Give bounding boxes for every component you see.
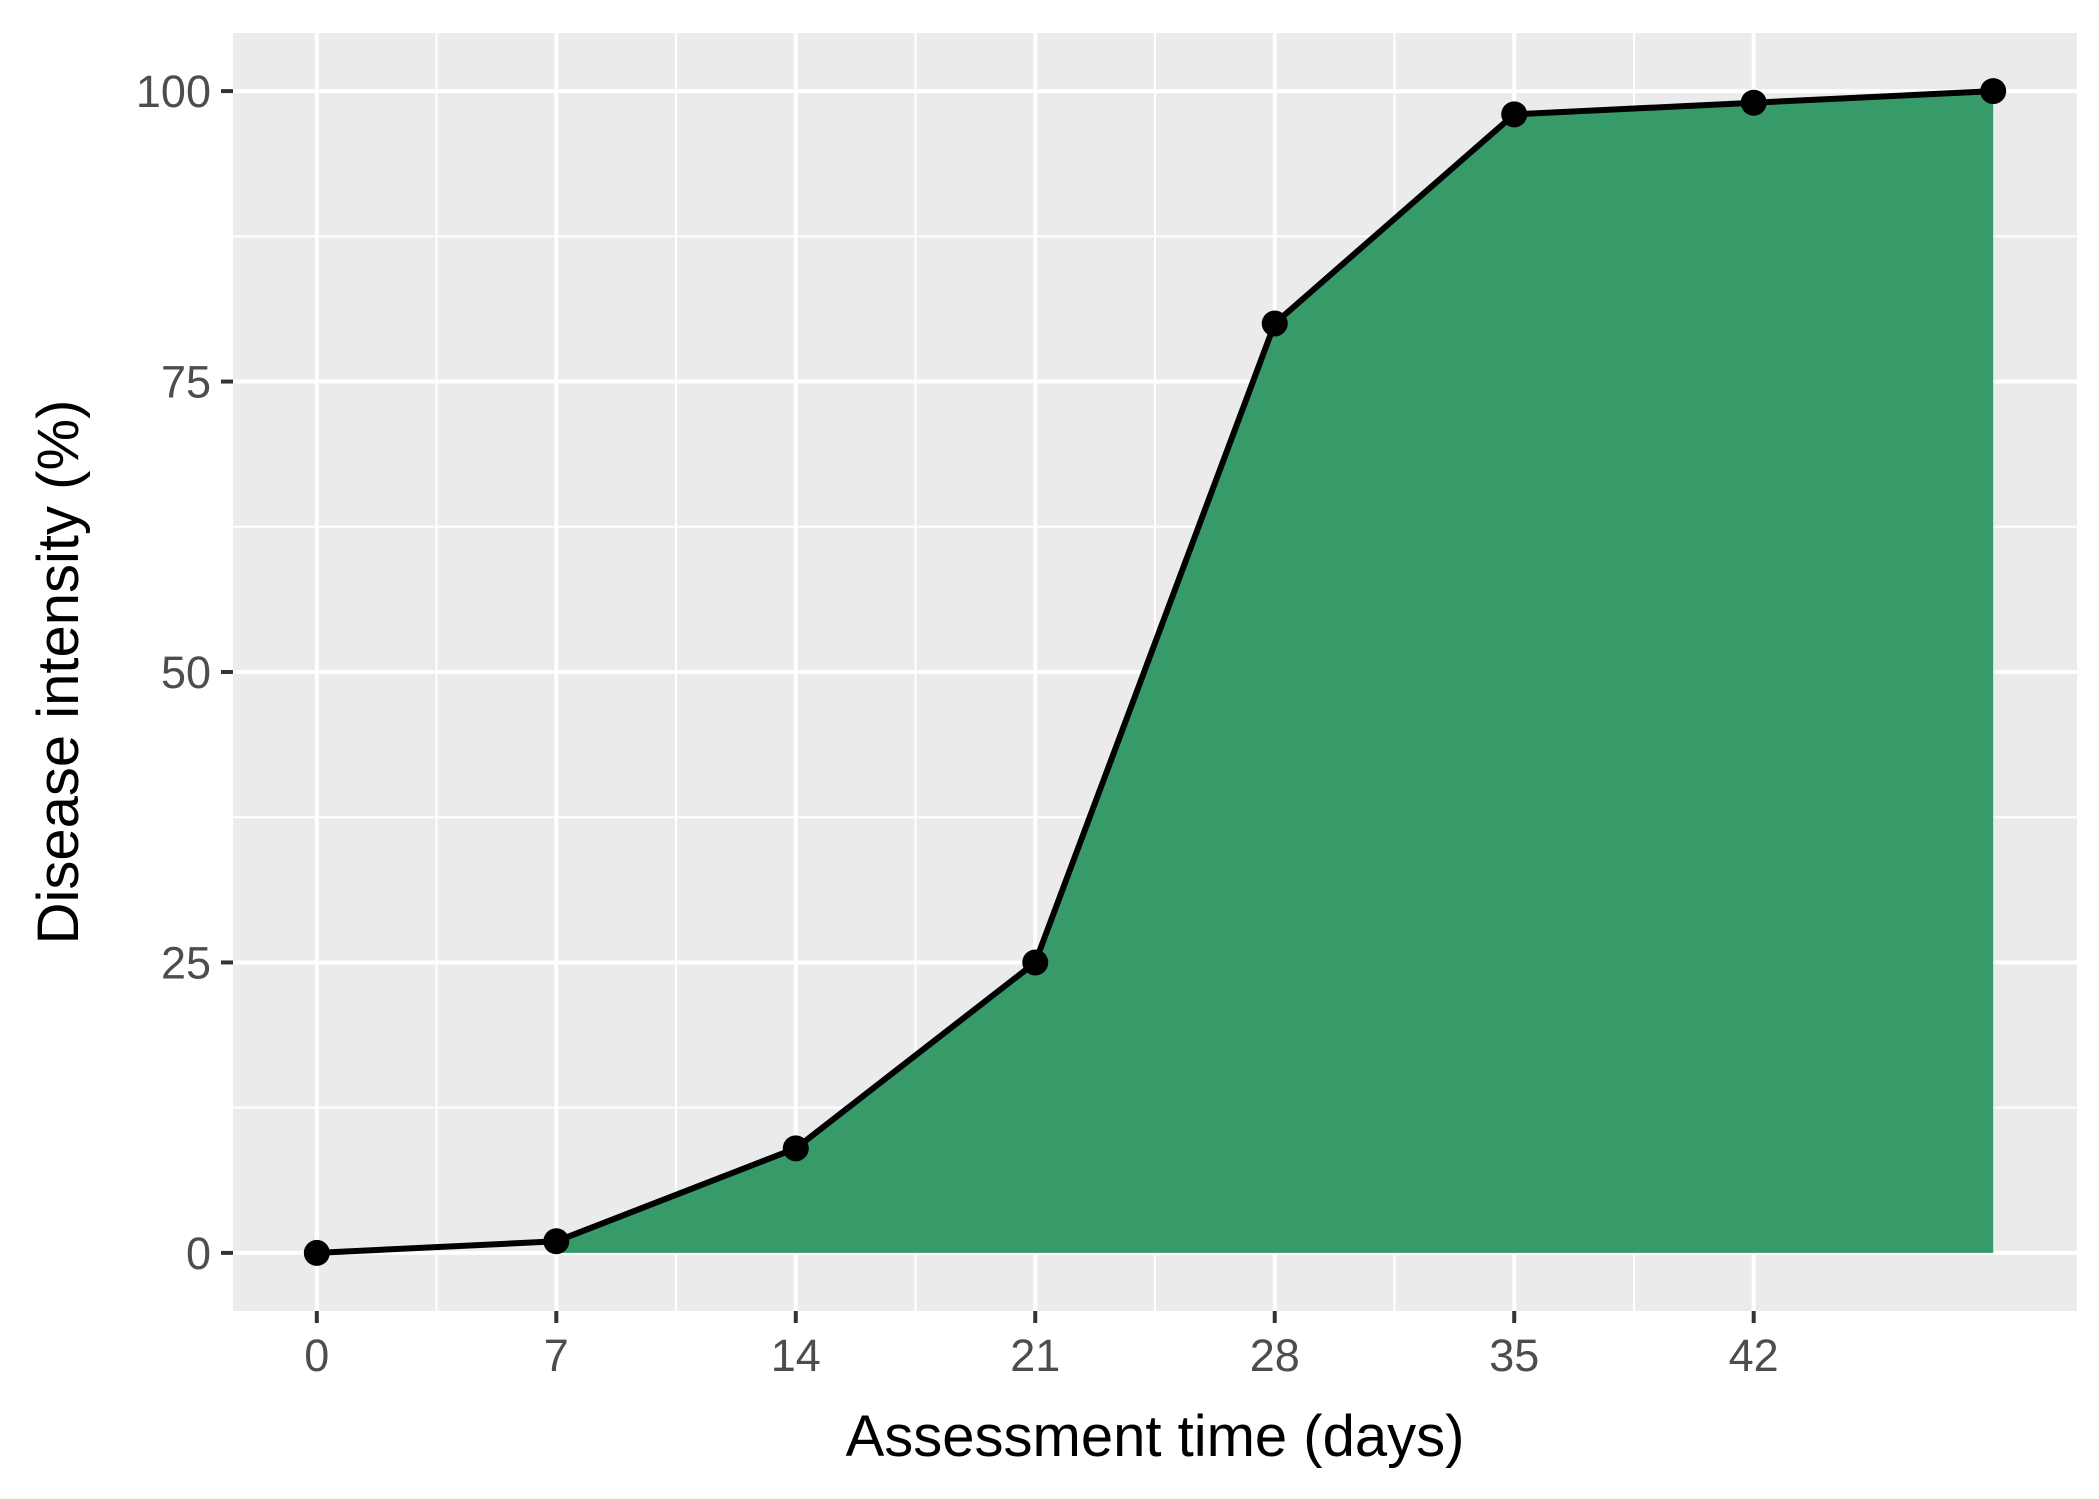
data-point [303, 1239, 330, 1266]
data-points [303, 78, 2007, 1266]
y-tick-label: 100 [136, 66, 211, 117]
x-axis-title: Assessment time (days) [846, 1404, 1465, 1469]
data-point [543, 1228, 570, 1255]
data-point [1980, 78, 2007, 105]
y-axis-title: Disease intensity (%) [26, 400, 91, 945]
y-tick-label: 0 [186, 1228, 211, 1279]
y-tick-label: 25 [161, 937, 211, 988]
data-point [782, 1135, 809, 1162]
y-tick-label: 75 [161, 357, 211, 408]
data-point [1501, 101, 1528, 128]
x-axis: 0 7 14 21 28 35 42 [304, 1311, 1779, 1381]
x-tick-label: 7 [544, 1330, 569, 1381]
x-tick-label: 42 [1729, 1330, 1779, 1381]
data-point [1740, 89, 1767, 116]
y-tick-label: 50 [161, 647, 211, 698]
x-tick-label: 35 [1489, 1330, 1539, 1381]
y-axis: 0 25 50 75 100 [136, 66, 233, 1279]
disease-curve-line [316, 88, 1994, 1256]
x-tick-label: 0 [304, 1330, 329, 1381]
data-point [1022, 949, 1049, 976]
x-tick-label: 21 [1010, 1330, 1060, 1381]
x-tick-label: 14 [771, 1330, 821, 1381]
x-tick-label: 28 [1250, 1330, 1300, 1381]
data-point [1261, 310, 1288, 337]
disease-area-fill [556, 91, 1994, 1253]
